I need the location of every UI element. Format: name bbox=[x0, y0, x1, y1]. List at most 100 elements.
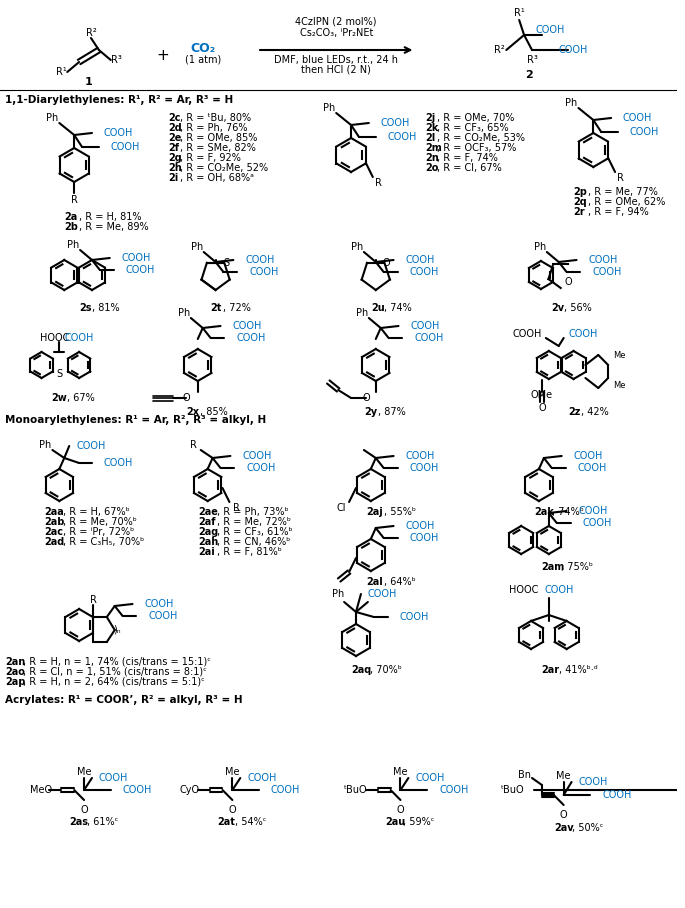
Text: , R = Me, 89%: , R = Me, 89% bbox=[79, 222, 149, 232]
Text: Acrylates: R¹ = COOR’, R² = alkyl, R³ = H: Acrylates: R¹ = COOR’, R² = alkyl, R³ = … bbox=[5, 695, 242, 705]
Text: 2t: 2t bbox=[210, 303, 222, 313]
Text: R³: R³ bbox=[527, 55, 538, 65]
Text: COOH: COOH bbox=[544, 585, 573, 595]
Text: , R = Ph, 76%: , R = Ph, 76% bbox=[180, 123, 247, 133]
Text: COOH: COOH bbox=[368, 589, 397, 599]
Text: Me: Me bbox=[613, 350, 625, 360]
Text: Me: Me bbox=[393, 767, 408, 777]
Text: ᵗBuO: ᵗBuO bbox=[501, 785, 524, 795]
Text: 2: 2 bbox=[525, 70, 533, 80]
Text: COOH: COOH bbox=[582, 518, 612, 528]
Text: COOH: COOH bbox=[579, 777, 608, 787]
Text: Me: Me bbox=[613, 380, 625, 390]
Text: , 72%: , 72% bbox=[223, 303, 251, 313]
Text: COOH: COOH bbox=[245, 255, 275, 265]
Text: , 81%: , 81% bbox=[92, 303, 120, 313]
Text: 2f: 2f bbox=[168, 143, 179, 153]
Text: Monoarylethylenes: R¹ = Ar, R², R³ = alkyl, H: Monoarylethylenes: R¹ = Ar, R², R³ = alk… bbox=[5, 415, 266, 425]
Text: O: O bbox=[80, 805, 88, 815]
Text: R¹: R¹ bbox=[56, 67, 66, 77]
Text: , R = OCF₃, 57%: , R = OCF₃, 57% bbox=[437, 143, 516, 153]
Text: O: O bbox=[538, 403, 546, 413]
Text: Cl: Cl bbox=[336, 503, 346, 513]
Text: Ph: Ph bbox=[67, 240, 79, 250]
Text: COOH: COOH bbox=[573, 451, 603, 461]
Text: 2w: 2w bbox=[51, 393, 67, 403]
Text: Me: Me bbox=[77, 767, 91, 777]
Text: COOH: COOH bbox=[602, 790, 632, 800]
Text: O: O bbox=[229, 805, 236, 815]
Text: 2ak: 2ak bbox=[534, 507, 554, 517]
Text: COOH: COOH bbox=[579, 506, 608, 516]
Text: 2r: 2r bbox=[573, 207, 585, 217]
Text: Ph: Ph bbox=[39, 440, 51, 450]
Text: , 61%ᶜ: , 61%ᶜ bbox=[87, 817, 119, 827]
Text: 1: 1 bbox=[85, 77, 93, 87]
Text: CO₂: CO₂ bbox=[190, 42, 215, 54]
Text: R: R bbox=[90, 595, 97, 605]
Text: HOOC: HOOC bbox=[510, 585, 539, 595]
Text: 2ad: 2ad bbox=[45, 537, 65, 547]
Text: , 70%ᵇ: , 70%ᵇ bbox=[370, 665, 401, 675]
Text: then HCl (2 N): then HCl (2 N) bbox=[301, 65, 371, 75]
Text: 2aj: 2aj bbox=[366, 507, 383, 517]
Text: Ph: Ph bbox=[323, 103, 336, 113]
Text: , R = ᵗBu, 80%: , R = ᵗBu, 80% bbox=[180, 113, 251, 123]
Text: O: O bbox=[182, 393, 190, 403]
Text: 2am: 2am bbox=[541, 562, 564, 572]
Text: COOH: COOH bbox=[242, 451, 272, 461]
Text: +: + bbox=[157, 47, 170, 63]
Text: R: R bbox=[375, 178, 382, 188]
Text: 2j: 2j bbox=[425, 113, 436, 123]
Text: COOH: COOH bbox=[415, 773, 445, 783]
Text: , R = ⁱPr, 72%ᵇ: , R = ⁱPr, 72%ᵇ bbox=[63, 527, 134, 537]
Text: , R = F, 74%: , R = F, 74% bbox=[437, 153, 498, 163]
Text: 2ai: 2ai bbox=[198, 547, 214, 557]
Text: COOH: COOH bbox=[569, 329, 598, 339]
Text: COOH: COOH bbox=[76, 441, 105, 451]
Text: , R = CO₂Me, 52%: , R = CO₂Me, 52% bbox=[180, 163, 268, 173]
Text: COOH: COOH bbox=[145, 599, 174, 609]
Text: COOH: COOH bbox=[406, 451, 435, 461]
Text: , R = H, n = 1, 74% (cis/trans = 15:1)ᶜ: , R = H, n = 1, 74% (cis/trans = 15:1)ᶜ bbox=[23, 657, 210, 667]
Text: 2aa: 2aa bbox=[45, 507, 64, 517]
Text: COOH: COOH bbox=[630, 127, 659, 137]
Text: 2al: 2al bbox=[366, 577, 383, 587]
Text: COOH: COOH bbox=[512, 329, 542, 339]
Text: COOH: COOH bbox=[399, 612, 429, 622]
Text: COOH: COOH bbox=[246, 463, 275, 473]
Text: , R = CO₂Me, 53%: , R = CO₂Me, 53% bbox=[437, 133, 525, 143]
Text: R³: R³ bbox=[111, 55, 122, 65]
Text: 2u: 2u bbox=[371, 303, 384, 313]
Text: COOH: COOH bbox=[99, 773, 128, 783]
Text: , R = H, 81%: , R = H, 81% bbox=[79, 212, 142, 222]
Text: 2ao: 2ao bbox=[5, 667, 25, 677]
Text: 2g: 2g bbox=[168, 153, 182, 163]
Text: 2e: 2e bbox=[168, 133, 182, 143]
Text: O: O bbox=[560, 810, 567, 820]
Text: 2i: 2i bbox=[168, 173, 178, 183]
Text: , R = OH, 68%ᵃ: , R = OH, 68%ᵃ bbox=[180, 173, 254, 183]
Text: O: O bbox=[397, 805, 404, 815]
Text: R: R bbox=[234, 503, 240, 513]
Text: R: R bbox=[190, 440, 197, 450]
Text: Ph: Ph bbox=[356, 308, 368, 318]
Text: COOH: COOH bbox=[249, 267, 279, 277]
Text: 2ac: 2ac bbox=[45, 527, 64, 537]
Text: 2v: 2v bbox=[551, 303, 564, 313]
Text: COOH: COOH bbox=[64, 333, 94, 343]
Text: COOH: COOH bbox=[406, 255, 435, 265]
Text: 2a: 2a bbox=[64, 212, 77, 222]
Text: 2ap: 2ap bbox=[5, 677, 25, 687]
Text: MeO: MeO bbox=[30, 785, 53, 795]
Text: Ph: Ph bbox=[178, 308, 190, 318]
Text: COOH: COOH bbox=[271, 785, 300, 795]
Text: , R = SMe, 82%: , R = SMe, 82% bbox=[180, 143, 256, 153]
Text: (1 atm): (1 atm) bbox=[184, 55, 221, 65]
Text: 2at: 2at bbox=[218, 817, 236, 827]
Text: R: R bbox=[71, 195, 77, 205]
Text: COOH: COOH bbox=[410, 267, 439, 277]
Text: COOH: COOH bbox=[406, 521, 435, 531]
Text: R¹: R¹ bbox=[514, 8, 525, 18]
Text: COOH: COOH bbox=[104, 128, 133, 138]
